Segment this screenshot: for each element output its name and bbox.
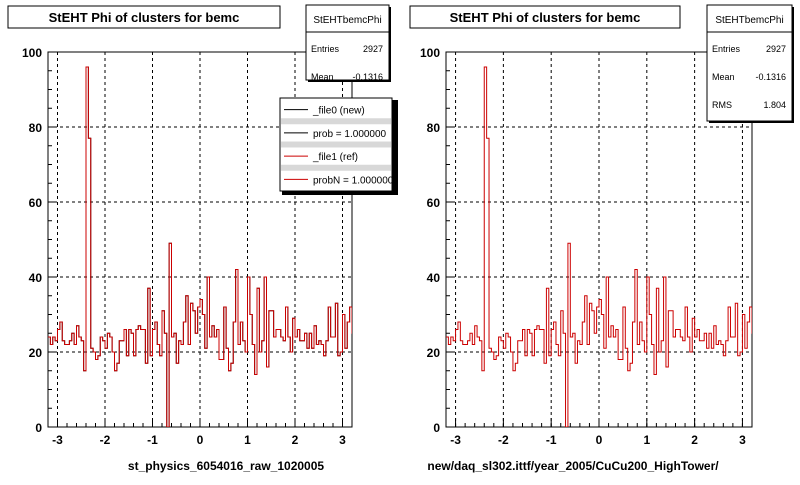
legend-label: prob = 1.000000 <box>313 129 387 140</box>
x-tick-label: 1 <box>643 433 650 447</box>
chart-panel-1: -3 -2 -1 0 1 2 3 0 20 40 60 80 100 st_physics_6054016… <box>7 4 398 473</box>
y-tick-label: 60 <box>29 196 43 210</box>
title-box <box>409 5 681 29</box>
chart-title: StEHT Phi of clusters for bemc <box>450 10 641 25</box>
x-tick-label: -1 <box>546 433 557 447</box>
x-tick-label: -1 <box>147 433 158 447</box>
stats-box <box>305 4 390 81</box>
stats-box <box>706 4 793 122</box>
histogram-series-1 <box>446 66 752 427</box>
x-axis-label: st_physics_6054016_raw_1020005 <box>128 459 324 473</box>
y-tick-label: 100 <box>22 46 42 60</box>
y-tick-label: 0 <box>433 421 440 435</box>
stats-value: 2927 <box>363 44 383 54</box>
stats-value: -0.1316 <box>755 72 786 82</box>
stats-value: -0.1316 <box>352 72 383 82</box>
stats-value: 1.804 <box>763 100 786 110</box>
stats-label: Entries <box>311 44 340 54</box>
chart-panel-2: -3 -2 -1 0 1 2 3 0 20 40 60 80 100 new/daq_sl302.ittf… <box>409 4 794 473</box>
y-tick-label: 100 <box>420 46 440 60</box>
stats-label: Mean <box>311 72 334 82</box>
y-tick-label: 40 <box>29 271 43 285</box>
legend-label: probN = 1.000000 <box>313 175 394 186</box>
y-tick-label: 80 <box>427 121 441 135</box>
x-tick-label: 3 <box>739 433 746 447</box>
x-tick-label: 3 <box>339 433 346 447</box>
y-tick-label: 20 <box>427 346 441 360</box>
legend-label: _file0 (new) <box>312 106 365 117</box>
stats-label: Mean <box>712 72 735 82</box>
stats-value: 2927 <box>766 44 786 54</box>
x-tick-label: 2 <box>292 433 299 447</box>
grid-lines <box>48 51 352 428</box>
x-tick-label: -2 <box>100 433 111 447</box>
y-tick-label: 0 <box>35 421 42 435</box>
x-tick-label: 0 <box>197 433 204 447</box>
y-tick-label: 80 <box>29 121 43 135</box>
stats-label: Entries <box>712 44 741 54</box>
x-tick-label: -3 <box>450 433 461 447</box>
y-tick-label: 60 <box>427 196 441 210</box>
x-axis-label: new/daq_sl302.ittf/year_2005/CuCu200_Hig… <box>427 459 719 473</box>
legend-label: _file1 (ref) <box>312 152 358 163</box>
y-tick-label: 20 <box>29 346 43 360</box>
x-tick-label: -3 <box>52 433 63 447</box>
stats-name: StEHTbemcPhi <box>313 15 381 26</box>
stats-name: StEHTbemcPhi <box>715 15 783 26</box>
y-tick-label: 40 <box>427 271 441 285</box>
x-tick-label: 2 <box>691 433 698 447</box>
x-tick-label: -2 <box>498 433 509 447</box>
chart-title: StEHT Phi of clusters for bemc <box>49 10 240 25</box>
title-box <box>7 5 281 29</box>
stats-label: RMS <box>712 100 732 110</box>
histogram-series-2 <box>48 66 352 427</box>
x-tick-label: 1 <box>244 433 251 447</box>
x-tick-label: 0 <box>596 433 603 447</box>
